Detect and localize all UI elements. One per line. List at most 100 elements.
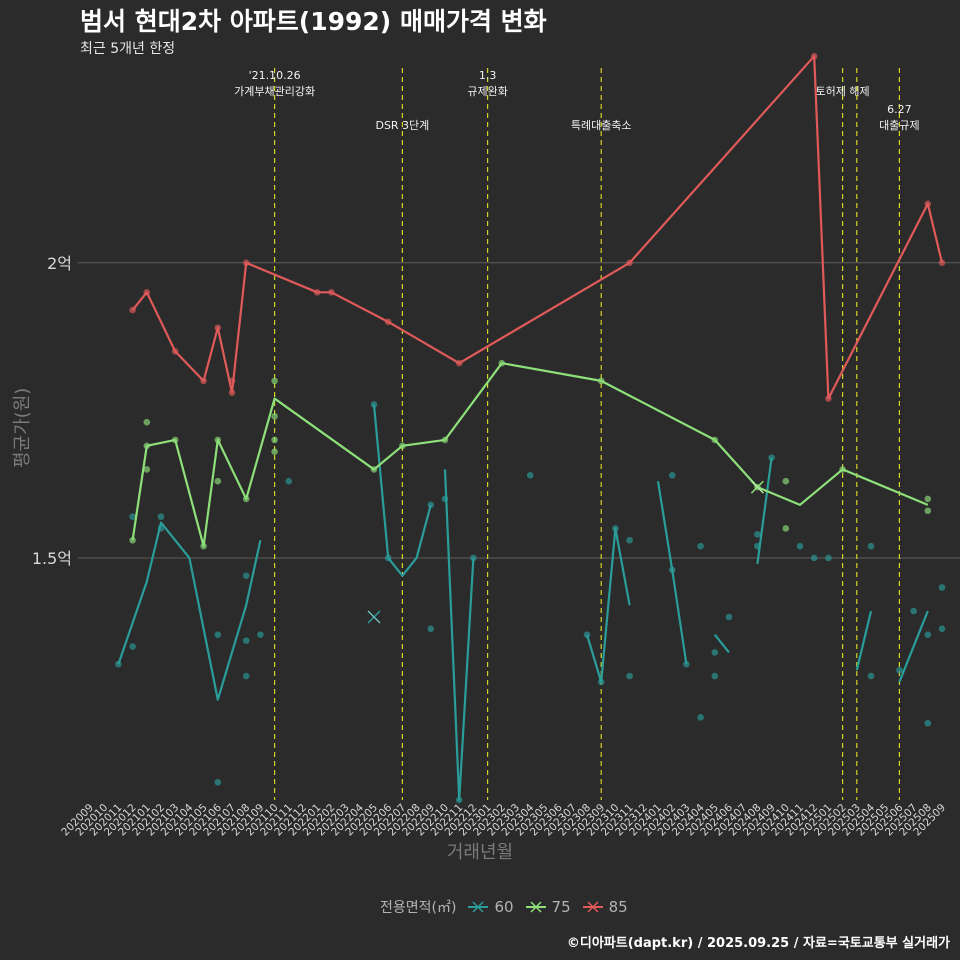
series-60-point [668,566,676,574]
series-60-point [711,649,719,656]
series-75-point [214,436,222,444]
series-60-point [242,572,250,579]
legend-key-60[interactable]: 60 [468,898,514,916]
series-60-point [612,525,619,532]
series-85-point [924,200,932,208]
series-60-point [526,472,534,479]
series-60-point [129,643,136,650]
series-75-point [498,359,506,367]
series-85-point [626,259,633,267]
series-60-point [257,631,264,639]
series-60-line [855,610,873,671]
chart-title: 범서 현대2차 아파트(1992) 매매가격 변화 [80,7,547,36]
legend-key-85[interactable]: 85 [582,898,628,916]
series-75-point [143,442,151,450]
series-85-point [129,306,136,314]
y-tick-label-1: 2억 [47,254,72,273]
series-60-line [898,610,929,683]
series-60-point [697,714,704,721]
legend-glyph-85 [582,901,603,913]
series-60-point [725,613,733,621]
series-60-point [910,607,917,615]
legend-label-75: 75 [551,898,571,916]
event-label-2: 규제완화 [467,85,507,98]
series-60-point [441,495,449,503]
series-75-point [782,525,790,532]
series-60-point [683,660,690,668]
series-60-point [825,554,832,562]
series-60-point [668,472,676,479]
event-label-6: 6.27 [887,103,912,116]
series-75-point [597,377,605,385]
series-75-line [131,362,929,548]
series-85-point [384,318,392,326]
series-60-line [372,404,432,577]
series-60-point [796,542,804,550]
legend-label-60: 60 [494,898,514,916]
series-60-point [924,719,932,727]
series-60-point [583,631,591,639]
series-75-point [242,495,250,503]
legend-glyph-60 [468,901,489,913]
series-60-line [713,634,730,654]
series-60-point [157,525,165,532]
series-60-point [242,637,250,644]
event-label-2: 1.3 [479,69,497,82]
event-label-1: DSR 3단계 [375,119,429,132]
series-75-point [271,448,278,456]
series-85-point [200,377,207,385]
series-60-point [697,542,704,550]
series-75-point [200,542,207,550]
legend-key-75[interactable]: 75 [525,898,571,916]
series-75-point [271,412,278,420]
series-60-point [455,796,463,804]
series-60-point [384,554,392,562]
series-85-point [214,324,222,332]
series-85-point [143,289,151,296]
series-60-point [938,625,946,633]
series-75-point [399,442,406,450]
series-75-point [143,418,151,426]
series-60-point [157,513,165,520]
y-axis-ticks: 1.5억 2억 [32,254,72,568]
series-60-point [115,660,122,668]
legend-glyph-75 [525,901,546,913]
series-75-point [271,377,278,385]
series-60-point [214,631,222,639]
series-75-point [441,436,449,444]
x-axis-ticks: 2020092020102020112020122021012021022021… [59,801,948,838]
series-60-point [214,778,222,786]
series-85-point [810,52,818,60]
series-60-point [754,542,761,550]
series-60-point [867,542,875,550]
series-60-point [768,454,775,461]
series-75-point [143,466,151,473]
series-85-point [938,259,946,267]
series-85-point [228,377,236,385]
series-60-point [754,531,761,538]
series-60-line [443,469,475,802]
series-60-point [938,584,946,591]
series-60-point [370,401,378,408]
series-60-point [597,678,605,686]
series-60-line [117,521,262,701]
legend: 전용면적(㎡) 60 75 85 [380,896,628,918]
series-60-point [810,554,818,562]
series-60-point [896,666,903,674]
series-85-point [328,289,335,296]
series-85-line [131,55,944,400]
series-75-x-marker-highlight [751,480,764,494]
chart-subtitle: 최근 5개년 한정 [80,41,176,57]
series-60-point [427,501,435,509]
event-label-3: 특례대출축소 [571,119,632,132]
series-60-point [626,672,633,680]
series-85-point [313,289,321,296]
series-60-point [924,631,932,639]
series-60-point [711,672,719,680]
source-caption: ©디아파트(dapt.kr) / 2025.09.25 / 자료=국토교통부 실… [566,936,950,951]
gridlines [78,262,960,559]
series-85-point [228,389,236,396]
series-85-point [825,395,832,402]
